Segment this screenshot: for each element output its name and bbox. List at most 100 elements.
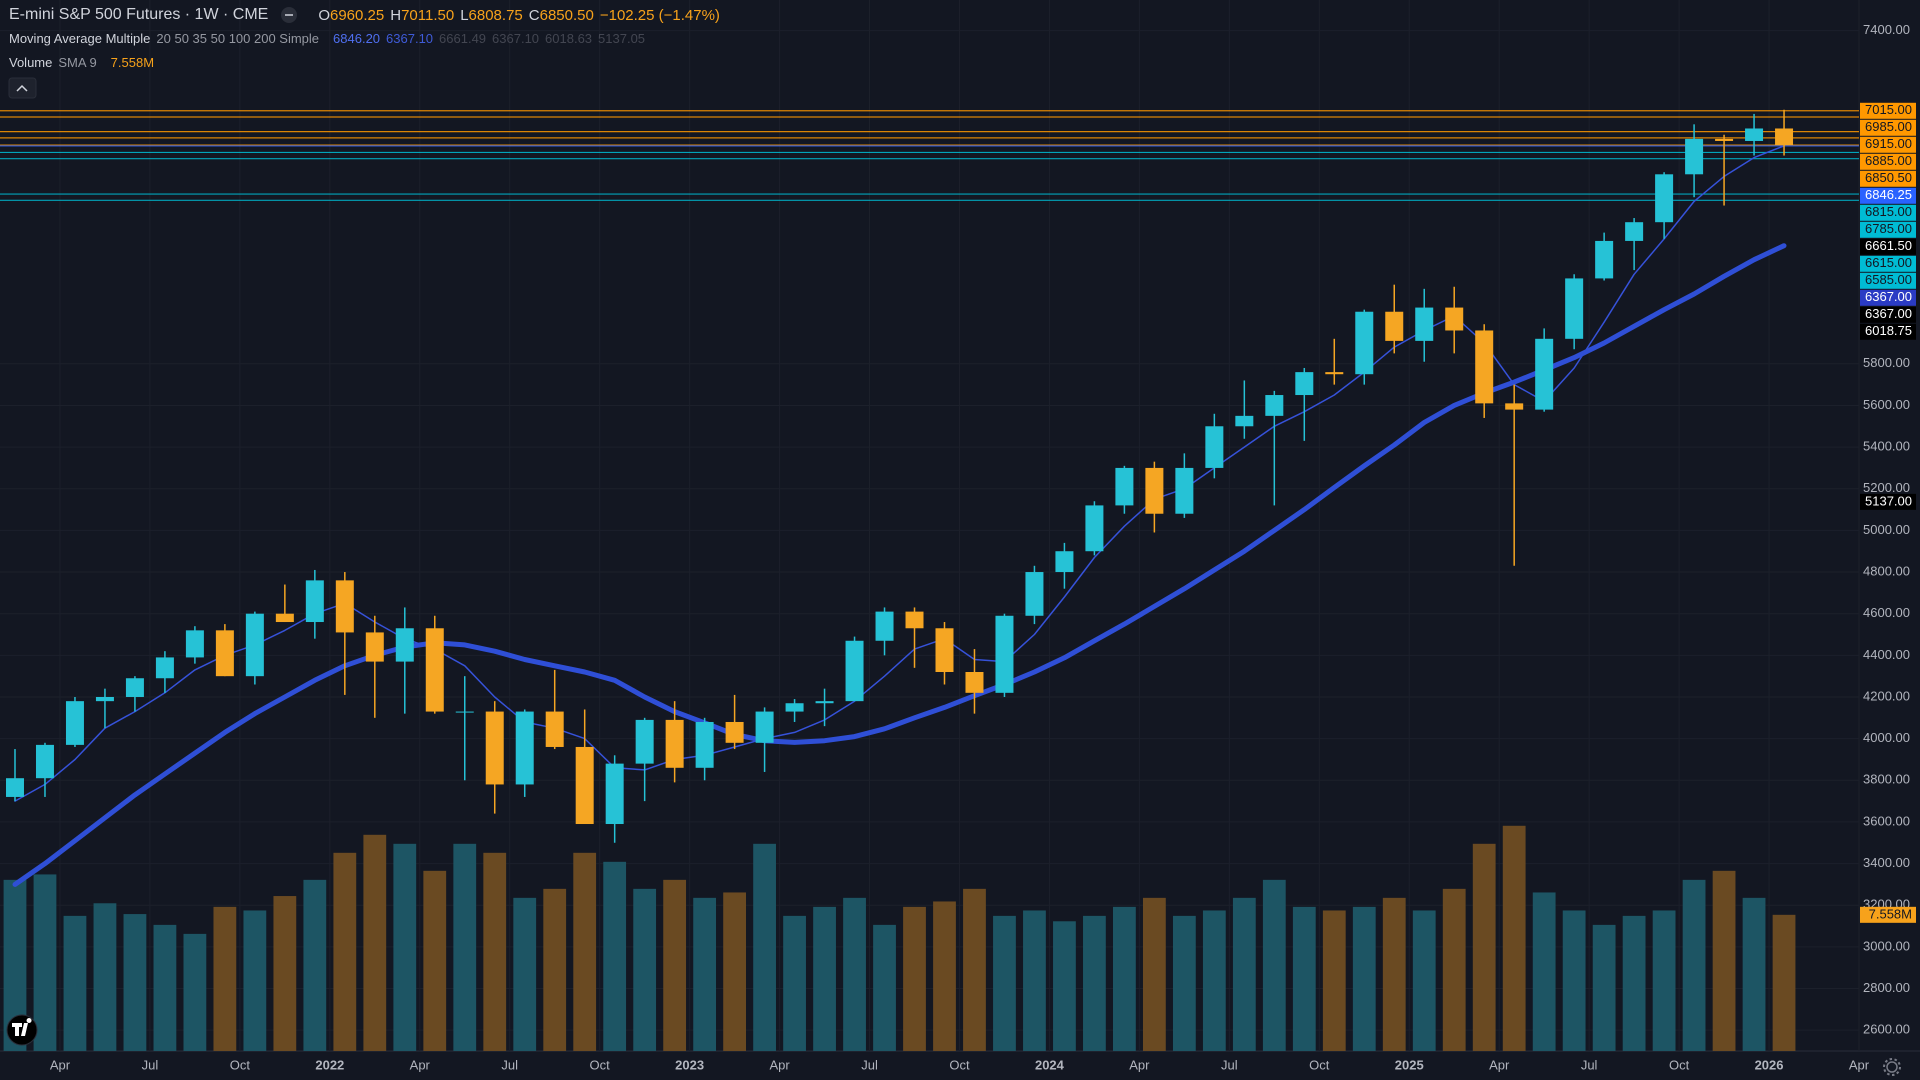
x-tick-label: Apr (769, 1057, 790, 1072)
ma-value: 6846.20 (333, 31, 381, 46)
x-tick-label: 2022 (315, 1057, 344, 1072)
y-tick-label: 5600.00 (1863, 397, 1910, 412)
candle-body (215, 630, 234, 677)
ma-value: 6018.63 (545, 31, 593, 46)
volume-bar (1742, 897, 1766, 1051)
volume-bar (333, 852, 357, 1051)
x-tick-label: Jul (142, 1057, 159, 1072)
y-tick-label: 5200.00 (1863, 480, 1910, 495)
ohlc-value: 6960.25 (330, 6, 385, 24)
volume-bar (3, 879, 27, 1051)
candle-body (335, 580, 354, 633)
candle-body (1445, 307, 1464, 331)
candle-body (155, 657, 174, 679)
price-label: 6815.00 (1865, 204, 1912, 219)
price-label: 5137.00 (1865, 493, 1912, 508)
candle-body (995, 615, 1014, 693)
price-label: 6661.50 (1865, 238, 1912, 253)
candle-body (1205, 426, 1224, 468)
x-tick-label: Oct (590, 1057, 611, 1072)
volume-bar (483, 852, 507, 1051)
ohlc-value: 7011.50 (401, 6, 455, 24)
collapse-button[interactable] (8, 77, 37, 99)
price-label: 7015.00 (1865, 102, 1912, 117)
volume-label-bg (1860, 906, 1916, 923)
candle-body (1295, 372, 1314, 396)
candle-body (1055, 551, 1074, 573)
indicator-value: 7.558M (110, 55, 155, 70)
x-tick-label: 2026 (1755, 1057, 1784, 1072)
candle-body (815, 701, 834, 704)
candle-body (1025, 572, 1044, 616)
price-label-bg (1860, 272, 1916, 289)
y-tick-label: 2800.00 (1863, 980, 1910, 995)
y-tick-label: 3600.00 (1863, 813, 1910, 828)
legend-volume: Volume SMA 9 7.558M (9, 55, 154, 70)
volume-bar (1652, 910, 1676, 1051)
settings-button[interactable] (1883, 1058, 1901, 1076)
candle-body (455, 711, 474, 713)
volume-bar (1772, 914, 1796, 1051)
volume-pane (3, 825, 1796, 1051)
price-label-bg (1860, 136, 1916, 153)
candle-body (635, 719, 654, 764)
volume-bar (303, 879, 327, 1051)
logo[interactable] (6, 1014, 38, 1046)
volume-bar (723, 892, 746, 1051)
candle-body (1415, 307, 1434, 341)
candle-body (125, 678, 144, 697)
price-label-bg (1860, 493, 1916, 510)
price-label-bg (1860, 306, 1916, 323)
candle-body (755, 711, 774, 743)
x-tick-label: 2025 (1395, 1057, 1424, 1072)
hide-button[interactable] (280, 6, 298, 24)
volume-bar (1682, 879, 1706, 1051)
ohlc-values: O6960.25 H7011.50 L6808.75 C6850.50 (318, 7, 594, 24)
x-tick-label: Apr (1129, 1057, 1150, 1072)
indicator-name: Volume (9, 55, 53, 70)
candle-body (245, 613, 264, 677)
volume-bar (1322, 910, 1346, 1051)
y-tick-label: 4000.00 (1863, 730, 1910, 745)
volume-bar (603, 861, 627, 1051)
candle-body (1775, 128, 1794, 146)
volume-bar (1622, 915, 1646, 1051)
volume-bar (363, 834, 387, 1051)
legend-main: E-mini S&P 500 Futures · 1W · CME O6960.… (9, 6, 720, 24)
candle-body (1475, 330, 1494, 404)
volume-bar (513, 897, 537, 1051)
change: −102.25 (−1.47%) (599, 6, 720, 24)
x-tick-label: Oct (1309, 1057, 1330, 1072)
price-label: 6018.75 (1865, 323, 1912, 338)
volume-bar (663, 879, 687, 1051)
volume-bar (123, 914, 147, 1051)
volume-bar (453, 843, 477, 1051)
price-label-bg (1860, 255, 1916, 272)
volume-bar (1053, 921, 1076, 1051)
price-label-bg (1860, 102, 1916, 119)
price-label-bg (1860, 221, 1916, 238)
y-tick-label: 4600.00 (1863, 605, 1910, 620)
candle-body (1565, 278, 1584, 339)
indicator-params: SMA 9 (58, 55, 97, 70)
candle-body (1715, 138, 1734, 141)
y-tick-label: 5400.00 (1863, 439, 1910, 454)
volume-bar (1172, 915, 1196, 1051)
volume-bar (423, 870, 447, 1051)
indicator-values: 6846.20 6367.10 6661.49 6367.10 6018.63 5137.… (333, 31, 645, 46)
ohlc-value: 6808.75 (468, 6, 523, 24)
x-tick-label: Oct (230, 1057, 251, 1072)
volume-bar (1292, 906, 1316, 1051)
symbol-title: E-mini S&P 500 Futures · 1W · CME (9, 6, 269, 23)
ohlc-item: C6850.50 (529, 7, 594, 24)
indicator-name: Moving Average Multiple (9, 31, 151, 46)
price-label: 6615.00 (1865, 255, 1912, 270)
ohlc-key: L (460, 6, 469, 24)
candle-body (185, 630, 204, 658)
ohlc-item: L6808.75 (460, 7, 523, 24)
candle-body (1625, 222, 1644, 241)
volume-bar (933, 901, 956, 1051)
y-tick-label: 4200.00 (1863, 688, 1910, 703)
